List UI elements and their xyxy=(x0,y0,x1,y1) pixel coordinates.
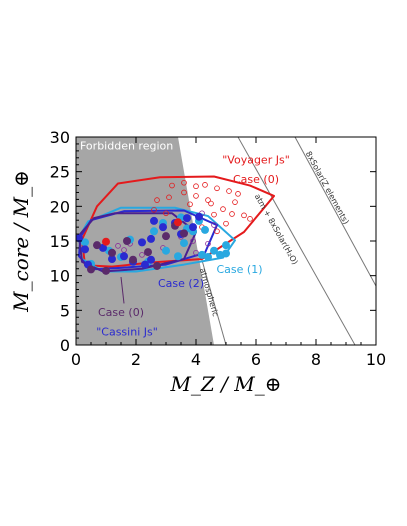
data-point xyxy=(201,225,209,234)
data-point-open xyxy=(205,197,211,203)
y-tick-label: 0 xyxy=(60,336,70,355)
y-tick-label: 10 xyxy=(50,267,70,286)
data-point-open xyxy=(187,201,193,208)
data-point xyxy=(138,238,146,247)
data-point-open xyxy=(181,179,187,186)
data-point xyxy=(195,212,203,221)
data-point xyxy=(144,248,152,257)
annotation-label: "Cassini Js" xyxy=(96,325,158,338)
data-point-open xyxy=(151,207,157,213)
x-tick-label: 6 xyxy=(251,350,261,369)
data-point-open xyxy=(241,212,247,219)
data-point-open xyxy=(235,191,241,197)
data-point xyxy=(174,252,182,261)
data-point-open xyxy=(205,240,211,247)
data-point-open xyxy=(115,243,121,249)
data-point xyxy=(81,245,89,254)
data-point xyxy=(222,249,230,258)
data-point xyxy=(150,216,158,225)
data-point-open xyxy=(208,200,214,207)
annotation-label: Case (0) xyxy=(233,173,279,186)
data-point-open xyxy=(214,185,220,192)
envelope-outline xyxy=(81,175,275,268)
data-point-open xyxy=(166,194,172,201)
annotation-label: Case (0) xyxy=(98,306,144,319)
data-point-open xyxy=(163,210,169,217)
x-axis-label: M_Z / M_⊕ xyxy=(169,372,281,396)
data-point-open xyxy=(139,252,145,258)
data-point xyxy=(76,234,83,243)
annotation-label: Case (1) xyxy=(217,263,263,276)
data-point xyxy=(162,232,170,241)
data-point-open xyxy=(214,228,220,235)
annotation-leader xyxy=(120,276,125,304)
data-point xyxy=(222,241,230,250)
data-point-open xyxy=(220,206,226,212)
data-point-open xyxy=(211,211,217,218)
data-point xyxy=(102,237,110,246)
reference-line xyxy=(237,137,356,345)
data-point xyxy=(123,237,131,245)
data-point xyxy=(210,246,218,255)
data-point-open xyxy=(193,249,199,256)
y-tick-label: 30 xyxy=(50,128,70,147)
y-axis-label: M_core / M_⊕ xyxy=(9,170,33,313)
data-point xyxy=(81,238,89,247)
data-point xyxy=(189,223,197,232)
data-point xyxy=(129,255,137,264)
data-point-open xyxy=(169,182,175,189)
forbidden-region-label: Forbidden region xyxy=(80,139,173,152)
data-point-open xyxy=(211,222,217,228)
data-point xyxy=(162,246,170,255)
data-point-open xyxy=(181,189,187,196)
reference-line-label: 8xSolar(Z elements) xyxy=(304,150,351,226)
data-point xyxy=(150,227,158,236)
data-point-open xyxy=(229,211,235,217)
data-point-open xyxy=(193,193,199,199)
data-point-open xyxy=(193,183,199,190)
data-point xyxy=(147,234,155,243)
x-tick-label: 10 xyxy=(366,350,386,369)
data-point-open xyxy=(247,216,253,222)
data-point xyxy=(198,250,206,259)
annotation-label: "Voyager Js" xyxy=(222,153,290,166)
annotation-label: Case (2) xyxy=(158,277,204,290)
x-tick-label: 4 xyxy=(191,350,201,369)
x-tick-label: 0 xyxy=(71,350,81,369)
data-point xyxy=(147,255,155,264)
data-point-open xyxy=(190,238,196,244)
y-tick-label: 15 xyxy=(50,232,70,251)
data-point xyxy=(153,261,161,270)
data-point-open xyxy=(154,197,160,203)
data-point xyxy=(102,266,110,275)
data-point-open xyxy=(226,188,232,194)
reference-line xyxy=(200,254,227,345)
x-tick-label: 8 xyxy=(311,350,321,369)
data-point xyxy=(204,252,212,261)
data-point-open xyxy=(202,182,208,188)
data-point xyxy=(183,214,191,223)
data-point-open xyxy=(232,199,238,205)
y-tick-label: 20 xyxy=(50,197,70,216)
data-point xyxy=(120,252,128,261)
data-point xyxy=(141,260,149,269)
data-point xyxy=(174,218,182,227)
data-point-open xyxy=(223,220,229,227)
data-point xyxy=(93,241,101,250)
y-tick-label: 5 xyxy=(60,301,70,320)
x-tick-label: 2 xyxy=(131,350,141,369)
data-point xyxy=(159,223,167,232)
data-point xyxy=(108,248,116,257)
data-point xyxy=(108,255,116,264)
data-point xyxy=(87,265,95,274)
reference-line-label: atm + 8xSolar(H₂O) xyxy=(253,192,300,266)
data-point xyxy=(99,243,107,252)
data-point xyxy=(180,239,188,248)
y-tick-label: 25 xyxy=(50,163,70,182)
data-point xyxy=(216,250,224,259)
reference-line xyxy=(294,137,376,287)
data-point xyxy=(180,229,188,238)
